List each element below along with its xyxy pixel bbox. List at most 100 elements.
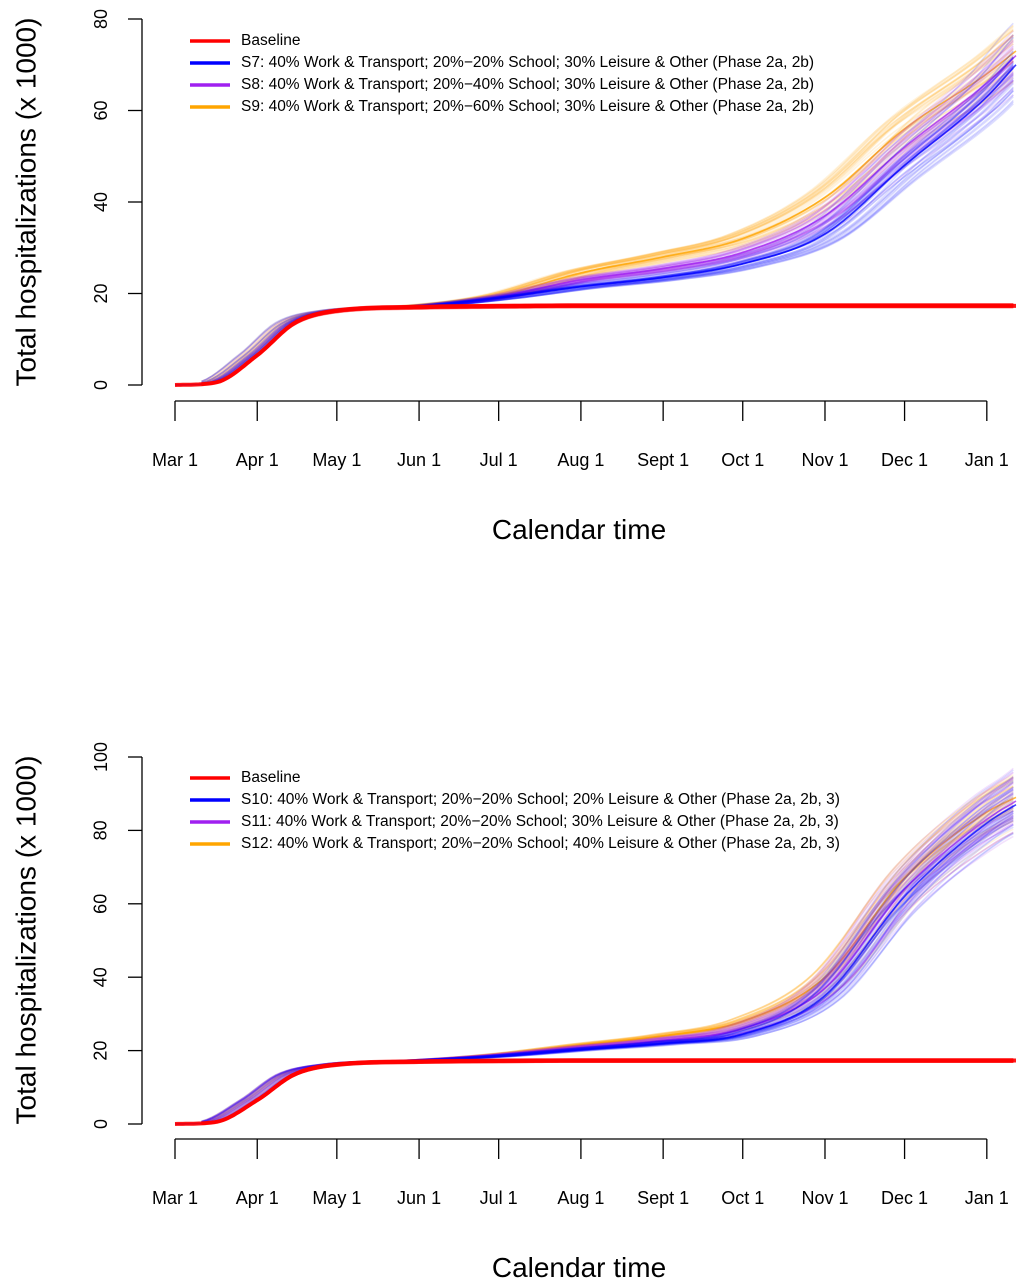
trajectory-line: [201, 304, 1014, 386]
legend-entry: Baseline: [241, 32, 300, 49]
trajectory-line: [201, 817, 1014, 1125]
trajectory-line: [201, 817, 1014, 1124]
y-tick-label: 60: [91, 100, 111, 120]
trajectory-line: [201, 303, 1014, 386]
y-tick-label: 80: [91, 820, 111, 840]
trajectory-line: [201, 42, 1014, 385]
y-tick-label: 40: [91, 192, 111, 212]
trajectory-line: [201, 819, 1014, 1124]
trajectory-line: [201, 305, 1014, 386]
y-axis: 0 20 40 60 80 100 Total hospitalizations (x 10…: [10, 742, 143, 1129]
trajectory-line: [201, 810, 1014, 1124]
x-tick-label: Nov 1: [801, 1188, 848, 1208]
x-tick-label: Jun 1: [397, 450, 441, 470]
trajectory-line: [201, 1059, 1014, 1125]
trajectory-line: [201, 820, 1014, 1125]
trajectory-line: [201, 41, 1014, 385]
trajectory-line: [201, 29, 1014, 382]
trajectory-line: [201, 303, 1014, 386]
y-tick-label: 100: [91, 742, 111, 772]
series-line-0: [174, 303, 1016, 387]
trajectory-line: [201, 781, 1014, 1123]
y-tick-label: 80: [91, 9, 111, 29]
trajectory-line: [201, 303, 1014, 386]
trajectory-line: [201, 779, 1014, 1125]
trajectory-line: [201, 1058, 1014, 1125]
trajectory-line: [201, 814, 1014, 1125]
trajectory-line: [201, 779, 1014, 1124]
series-line-0: [174, 1058, 1016, 1126]
trajectory-line: [201, 820, 1014, 1124]
trajectory-line: [201, 1059, 1014, 1125]
trajectory-line: [201, 1058, 1014, 1125]
trajectory-line: [201, 823, 1014, 1125]
trajectory-line: [201, 304, 1014, 386]
trajectory-line: [201, 1058, 1014, 1125]
series-group: [174, 767, 1017, 1126]
legend-entry: S7: 40% Work & Transport; 20%−20% School…: [241, 54, 814, 71]
x-tick-label: Apr 1: [236, 1188, 279, 1208]
chart-panel-bottom: 0 20 40 60 80 100 Total hospitalizations (x 10…: [10, 742, 1017, 1280]
trajectory-line: [201, 804, 1014, 1125]
trajectory-line: [201, 45, 1014, 385]
legend-entry: S10: 40% Work & Transport; 20%−20% Schoo…: [241, 791, 840, 808]
trajectory-line: [201, 807, 1014, 1123]
trajectory-line: [201, 304, 1014, 386]
x-tick-label: May 1: [312, 1188, 361, 1208]
trajectory-line: [201, 1058, 1014, 1125]
trajectory-line: [201, 821, 1014, 1124]
legend-entry: S8: 40% Work & Transport; 20%−40% School…: [241, 76, 814, 93]
trajectory-line: [201, 809, 1014, 1124]
trajectory-line: [201, 823, 1014, 1125]
trajectory-line: [201, 818, 1014, 1124]
trajectory-line: [201, 819, 1014, 1124]
trajectory-line: [201, 810, 1014, 1125]
x-axis: Mar 1 Apr 1 May 1 Jun 1 Jul 1 Aug 1 Sept 1 Oct …: [152, 400, 1009, 545]
legend-entry: S9: 40% Work & Transport; 20%−60% School…: [241, 98, 814, 115]
trajectory-line: [201, 1058, 1014, 1125]
trajectory-line: [201, 303, 1014, 386]
y-tick-label: 0: [91, 380, 111, 390]
trajectory-line: [201, 815, 1014, 1123]
x-tick-label: Dec 1: [881, 1188, 928, 1208]
trajectory-line: [201, 303, 1014, 386]
trajectory-line: [201, 22, 1014, 383]
x-tick-label: Jan 1: [965, 450, 1009, 470]
y-tick-label: 60: [91, 894, 111, 914]
trajectory-line: [201, 778, 1014, 1125]
y-axis-title: Total hospitalizations (x 1000): [10, 18, 41, 387]
trajectory-line: [201, 1060, 1014, 1125]
trajectory-line: [201, 807, 1014, 1124]
trajectory-line: [201, 817, 1014, 1125]
x-tick-label: Apr 1: [236, 450, 279, 470]
y-tick-label: 40: [91, 967, 111, 987]
legend-entry: S11: 40% Work & Transport; 20%−20% Schoo…: [241, 813, 839, 830]
trajectory-line: [201, 814, 1014, 1125]
trajectory-line: [201, 812, 1014, 1123]
x-tick-label: Sept 1: [637, 1188, 689, 1208]
chart-panel-top: 0 20 40 60 80 Total hospitalizations (x 1000)…: [10, 9, 1017, 545]
legend-entry: Baseline: [241, 769, 300, 786]
x-tick-label: Aug 1: [557, 450, 604, 470]
trajectory-line: [201, 304, 1014, 386]
trajectory-line: [201, 1059, 1014, 1125]
x-tick-label: Mar 1: [152, 1188, 198, 1208]
trajectory-line: [201, 816, 1014, 1125]
trajectory-line: [201, 1058, 1014, 1125]
trajectory-line: [201, 304, 1014, 386]
trajectory-line: [201, 812, 1014, 1125]
y-tick-label: 0: [91, 1119, 111, 1129]
x-axis-title: Calendar time: [492, 514, 666, 545]
trajectory-line: [201, 303, 1014, 386]
trajectory-line: [201, 806, 1014, 1123]
trajectory-line: [201, 43, 1014, 384]
trajectory-line: [201, 1059, 1014, 1125]
x-tick-label: Jul 1: [480, 450, 518, 470]
trajectory-line: [201, 781, 1014, 1124]
trajectory-line: [201, 805, 1014, 1125]
trajectory-line: [201, 815, 1014, 1125]
trajectory-line: [201, 780, 1014, 1124]
trajectory-line: [201, 1058, 1014, 1125]
trajectory-line: [201, 810, 1014, 1125]
trajectory-line: [201, 809, 1014, 1123]
